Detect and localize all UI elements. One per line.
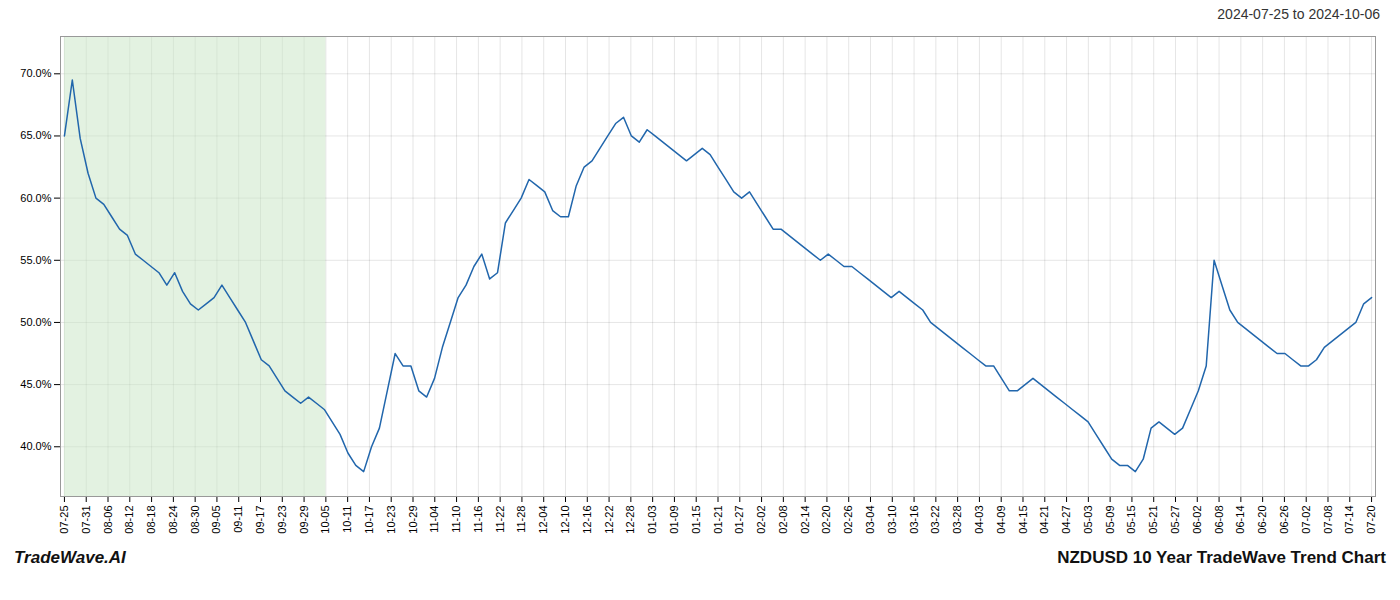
svg-text:02-02: 02-02 (755, 506, 767, 534)
svg-text:12-04: 12-04 (537, 506, 549, 534)
svg-text:04-03: 04-03 (973, 506, 985, 534)
svg-text:10-23: 10-23 (385, 506, 397, 534)
svg-text:10-17: 10-17 (363, 506, 375, 534)
svg-text:08-06: 08-06 (102, 506, 114, 534)
svg-text:09-23: 09-23 (276, 506, 288, 534)
svg-text:10-11: 10-11 (341, 506, 353, 533)
svg-text:02-14: 02-14 (799, 506, 811, 534)
html-text:TradeWave.AI: TradeWave.AI (14, 548, 126, 567)
svg-text:12-10: 12-10 (559, 506, 571, 534)
html-text:2024-07-25 to 2024-10-06: 2024-07-25 to 2024-10-06 (1217, 6, 1380, 22)
svg-text:65.0%: 65.0% (20, 129, 51, 141)
svg-text:70.0%: 70.0% (20, 67, 51, 79)
svg-text:08-18: 08-18 (145, 506, 157, 534)
svg-text:07-31: 07-31 (80, 506, 92, 534)
svg-text:04-27: 04-27 (1060, 506, 1072, 534)
svg-text:03-04: 03-04 (864, 506, 876, 534)
svg-text:01-09: 01-09 (668, 506, 680, 534)
svg-text:06-08: 06-08 (1213, 506, 1225, 534)
svg-text:10-29: 10-29 (407, 506, 419, 534)
svg-text:07-25: 07-25 (58, 506, 70, 534)
svg-text:05-09: 05-09 (1104, 506, 1116, 534)
svg-text:60.0%: 60.0% (20, 192, 51, 204)
svg-text:06-14: 06-14 (1234, 506, 1246, 534)
svg-text:11-16: 11-16 (472, 506, 484, 533)
svg-text:01-03: 01-03 (646, 506, 658, 534)
svg-text:09-17: 09-17 (254, 506, 266, 534)
svg-text:11-28: 11-28 (515, 506, 527, 533)
svg-text:01-21: 01-21 (712, 506, 724, 534)
svg-text:01-15: 01-15 (690, 506, 702, 534)
svg-text:02-20: 02-20 (820, 506, 832, 534)
svg-text:11-04: 11-04 (428, 506, 440, 533)
svg-text:08-12: 08-12 (123, 506, 135, 534)
svg-text:11-10: 11-10 (450, 506, 462, 533)
svg-text:07-14: 07-14 (1343, 506, 1355, 534)
svg-text:09-05: 09-05 (210, 506, 222, 534)
svg-text:08-30: 08-30 (189, 506, 201, 534)
html-text:NZDUSD 10 Year TradeWave Trend: NZDUSD 10 Year TradeWave Trend Chart (1057, 548, 1386, 567)
svg-text:40.0%: 40.0% (20, 440, 51, 452)
svg-text:05-21: 05-21 (1147, 506, 1159, 534)
svg-text:12-16: 12-16 (581, 506, 593, 534)
svg-text:12-28: 12-28 (624, 506, 636, 534)
svg-text:09-11: 09-11 (232, 506, 244, 533)
svg-text:12-22: 12-22 (603, 506, 615, 534)
svg-text:03-16: 03-16 (908, 506, 920, 534)
svg-text:02-26: 02-26 (842, 506, 854, 534)
svg-text:45.0%: 45.0% (20, 378, 51, 390)
svg-text:06-20: 06-20 (1256, 506, 1268, 534)
svg-text:07-08: 07-08 (1322, 506, 1334, 534)
svg-text:05-15: 05-15 (1125, 506, 1137, 534)
svg-text:04-09: 04-09 (995, 506, 1007, 534)
svg-text:10-05: 10-05 (319, 506, 331, 534)
svg-text:55.0%: 55.0% (20, 254, 51, 266)
svg-text:06-26: 06-26 (1278, 506, 1290, 534)
svg-text:04-15: 04-15 (1017, 506, 1029, 534)
svg-text:03-22: 03-22 (929, 506, 941, 534)
svg-text:07-20: 07-20 (1365, 506, 1377, 534)
svg-text:06-02: 06-02 (1191, 506, 1203, 534)
svg-text:05-03: 05-03 (1082, 506, 1094, 534)
svg-text:08-24: 08-24 (167, 506, 179, 534)
svg-text:50.0%: 50.0% (20, 316, 51, 328)
svg-text:01-27: 01-27 (733, 506, 745, 534)
svg-text:04-21: 04-21 (1038, 506, 1050, 534)
svg-text:02-08: 02-08 (777, 506, 789, 534)
svg-text:03-10: 03-10 (886, 506, 898, 534)
svg-text:09-29: 09-29 (298, 506, 310, 534)
svg-text:03-28: 03-28 (951, 506, 963, 534)
svg-text:11-22: 11-22 (494, 506, 506, 533)
svg-text:05-27: 05-27 (1169, 506, 1181, 534)
svg-text:07-02: 07-02 (1300, 506, 1312, 534)
